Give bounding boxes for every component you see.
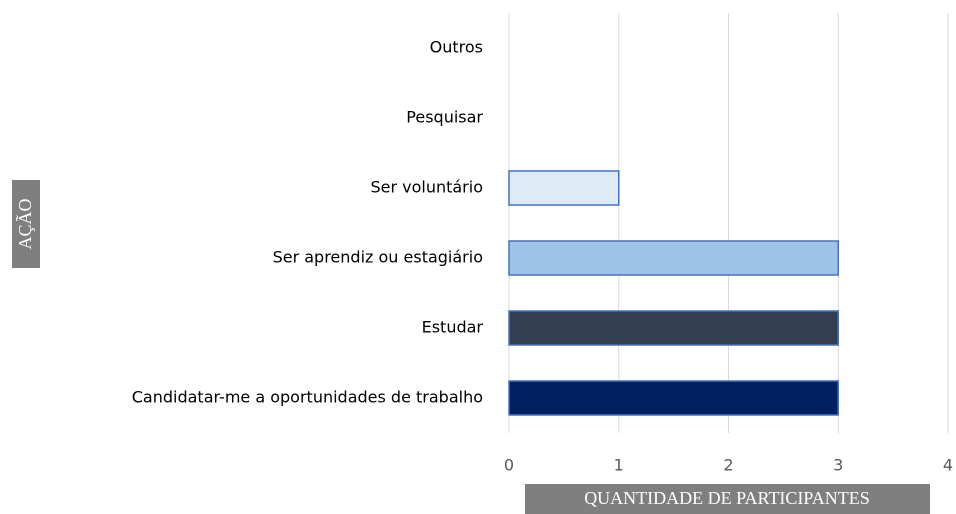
bar	[508, 310, 839, 346]
x-tick-label: 0	[504, 456, 514, 475]
y-tick-label: Pesquisar	[406, 108, 483, 127]
x-axis-title: QUANTIDADE DE PARTICIPANTES	[584, 488, 870, 508]
y-tick-label: Outros	[430, 38, 483, 57]
y-tick-label: Estudar	[422, 318, 484, 337]
y-tick-label: Candidatar-me a oportunidades de trabalh…	[132, 388, 483, 407]
x-axis-title-box	[525, 484, 930, 514]
y-tick-label: Ser voluntário	[370, 178, 483, 197]
y-tick-label: Ser aprendiz ou estagiário	[273, 248, 483, 267]
bar	[508, 170, 620, 206]
x-tick-label: 4	[943, 456, 953, 475]
y-axis-title: AÇÃO	[14, 198, 35, 249]
bar	[508, 240, 839, 276]
x-tick-label: 1	[614, 456, 624, 475]
bar	[508, 380, 839, 416]
y-axis-title-box	[12, 180, 40, 268]
x-tick-label: 2	[723, 456, 733, 475]
x-tick-label: 3	[833, 456, 843, 475]
